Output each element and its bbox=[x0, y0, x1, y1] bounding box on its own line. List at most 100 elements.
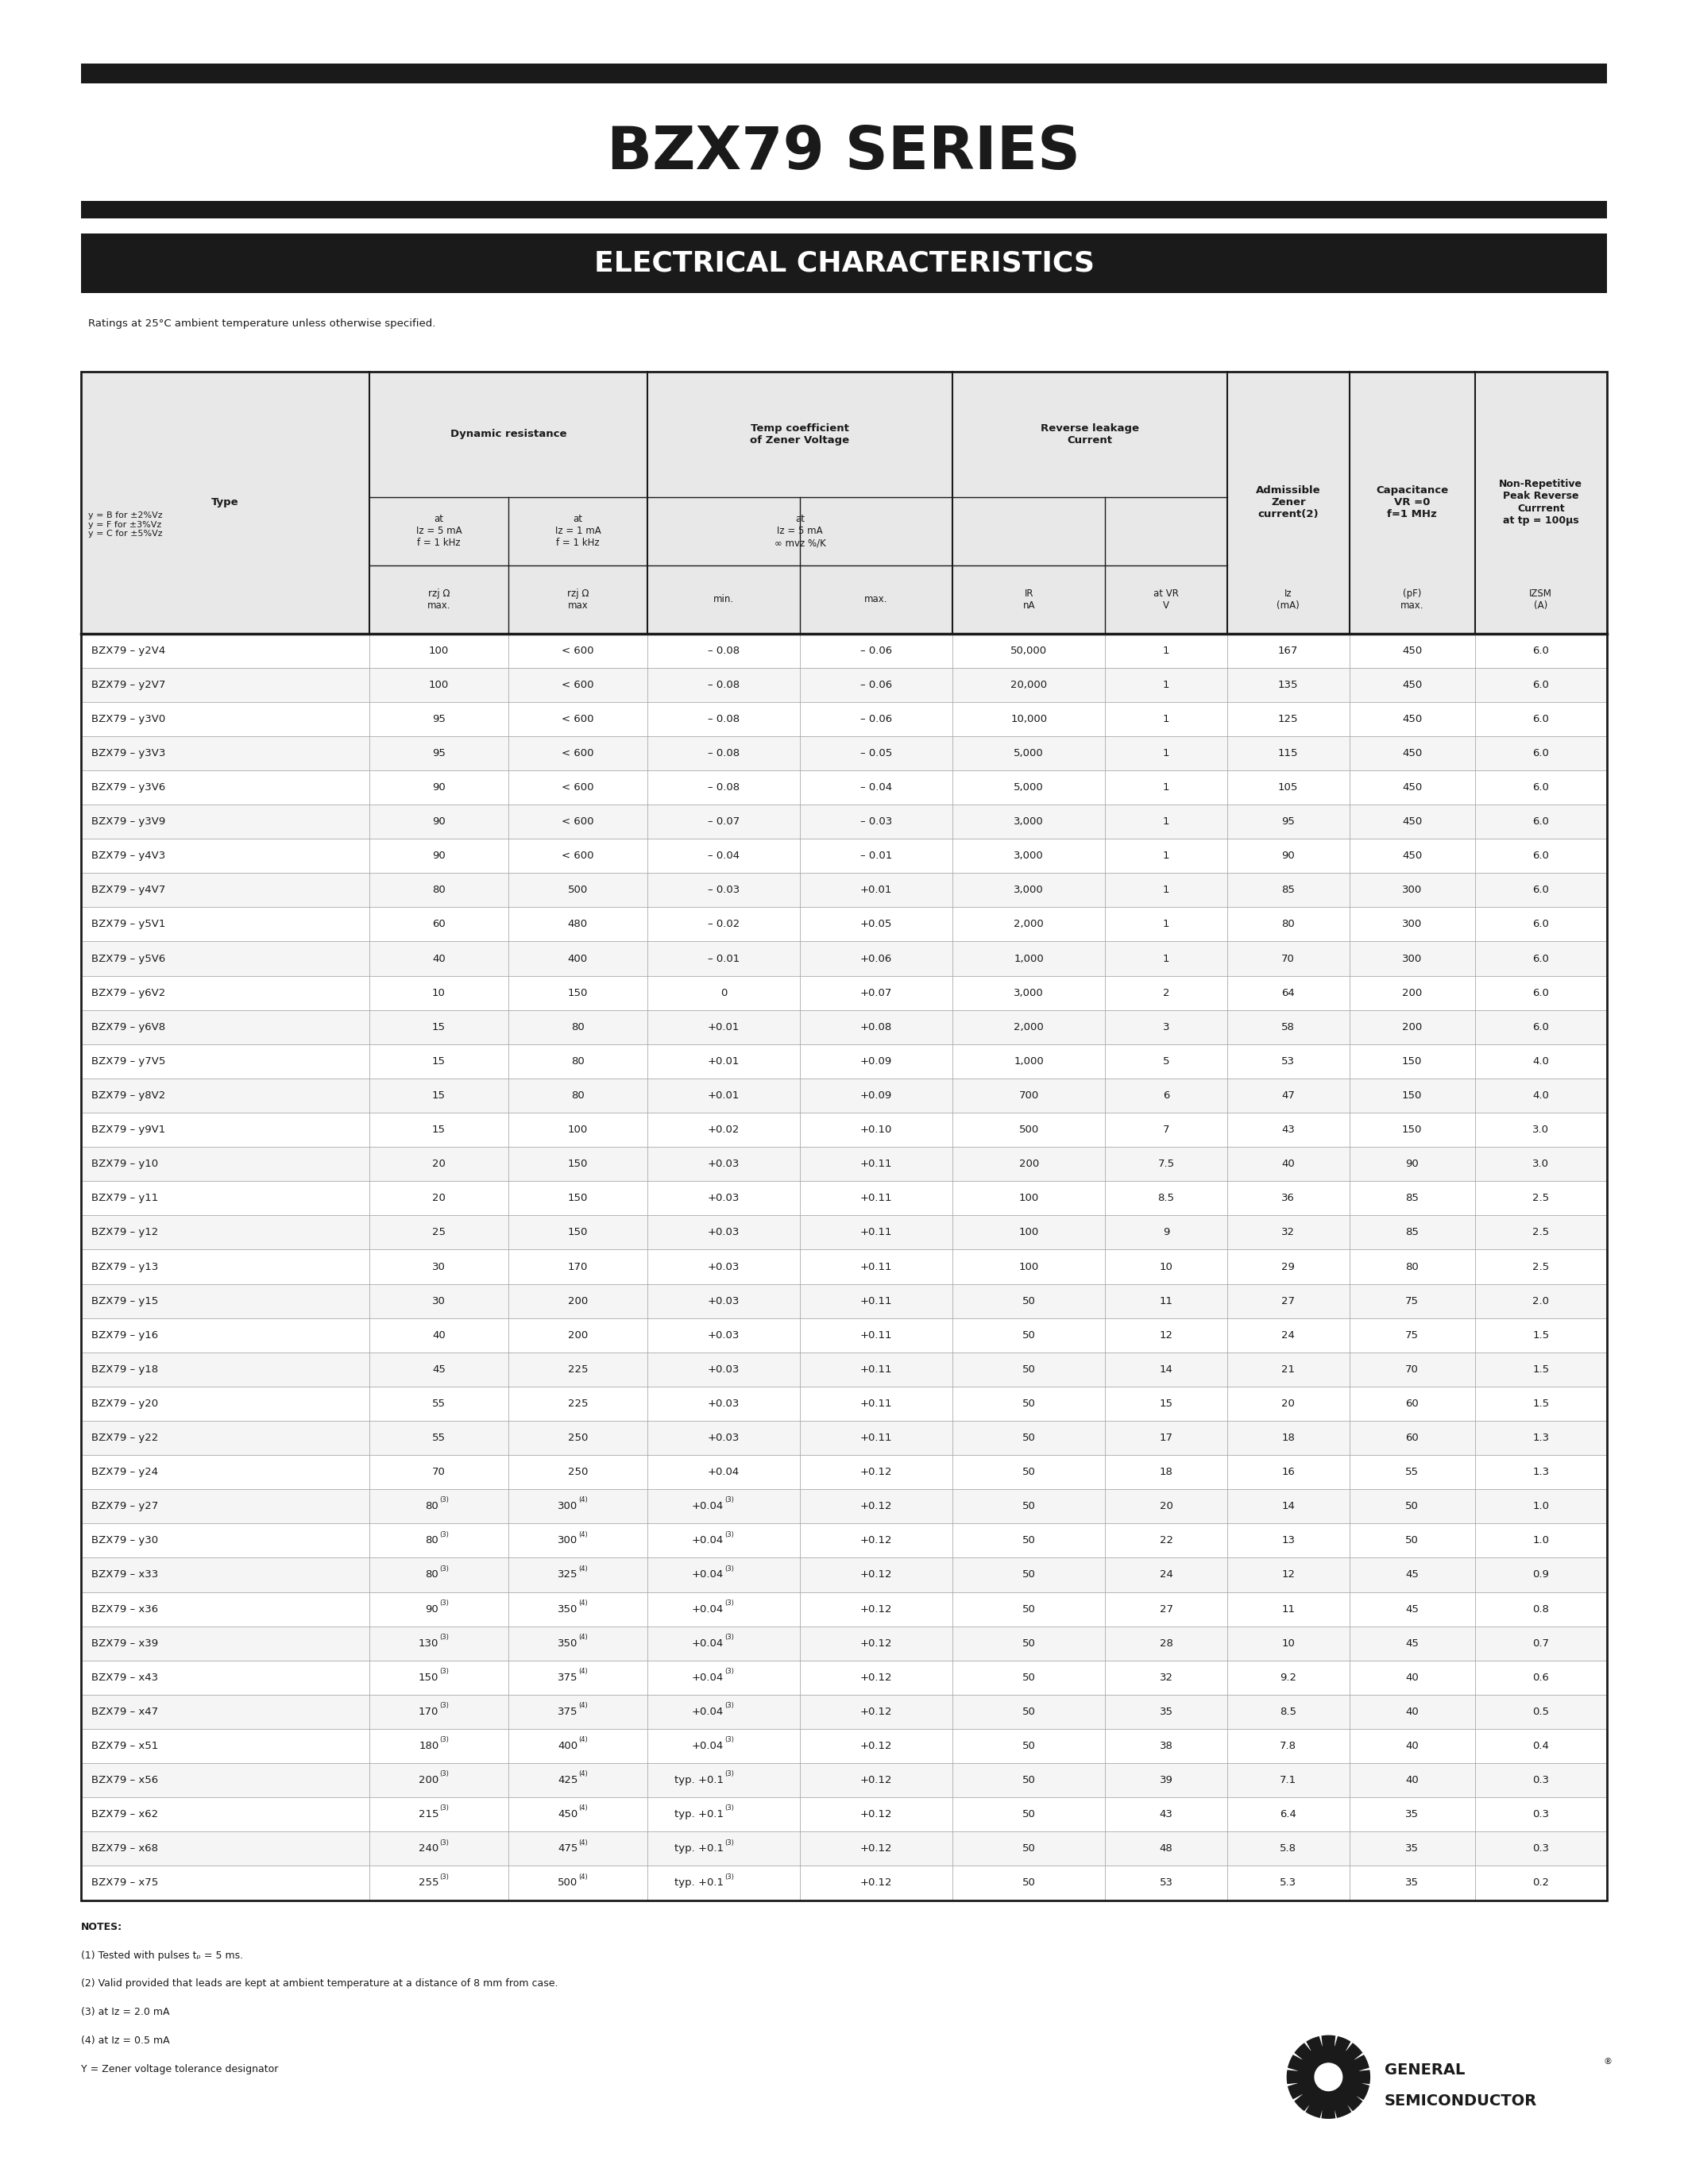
Text: 1.5: 1.5 bbox=[1533, 1330, 1550, 1341]
Text: +0.12: +0.12 bbox=[861, 1673, 893, 1682]
Text: 450: 450 bbox=[1403, 714, 1421, 725]
Text: < 600: < 600 bbox=[562, 852, 594, 860]
Text: 6.0: 6.0 bbox=[1533, 954, 1550, 963]
Text: 21: 21 bbox=[1281, 1365, 1295, 1374]
Text: +0.01: +0.01 bbox=[707, 1022, 739, 1033]
Text: – 0.08: – 0.08 bbox=[707, 782, 739, 793]
Text: +0.12: +0.12 bbox=[861, 1603, 893, 1614]
Text: 55: 55 bbox=[432, 1433, 446, 1444]
Text: (3): (3) bbox=[439, 1566, 449, 1572]
Text: 50: 50 bbox=[1023, 1706, 1035, 1717]
Text: 1,000: 1,000 bbox=[1014, 1057, 1043, 1066]
Text: 450: 450 bbox=[1403, 749, 1421, 758]
Text: 180: 180 bbox=[419, 1741, 439, 1752]
Text: 50: 50 bbox=[1023, 1295, 1035, 1306]
Text: BZX79 SERIES: BZX79 SERIES bbox=[608, 124, 1080, 181]
Text: 95: 95 bbox=[432, 749, 446, 758]
Text: BZX79 – y7V5: BZX79 – y7V5 bbox=[91, 1057, 165, 1066]
Text: +0.09: +0.09 bbox=[861, 1057, 893, 1066]
Text: BZX79 – y5V6: BZX79 – y5V6 bbox=[91, 954, 165, 963]
Text: 90: 90 bbox=[432, 817, 446, 828]
Text: +0.12: +0.12 bbox=[861, 1808, 893, 1819]
Text: 20,000: 20,000 bbox=[1011, 679, 1047, 690]
Text: +0.04: +0.04 bbox=[692, 1570, 724, 1579]
Text: (3): (3) bbox=[439, 1804, 449, 1813]
Text: 64: 64 bbox=[1281, 987, 1295, 998]
Text: 70: 70 bbox=[1281, 954, 1295, 963]
Text: (3): (3) bbox=[439, 1874, 449, 1880]
Text: Iz
(mA): Iz (mA) bbox=[1276, 587, 1300, 609]
Text: (3): (3) bbox=[724, 1531, 734, 1538]
Text: 6.0: 6.0 bbox=[1533, 679, 1550, 690]
Text: 85: 85 bbox=[1406, 1227, 1418, 1238]
Text: +0.04: +0.04 bbox=[692, 1638, 724, 1649]
Text: 43: 43 bbox=[1160, 1808, 1173, 1819]
Text: 3.0: 3.0 bbox=[1533, 1160, 1550, 1168]
Text: (4): (4) bbox=[579, 1634, 587, 1640]
Text: +0.03: +0.03 bbox=[707, 1227, 739, 1238]
Text: 50: 50 bbox=[1023, 1638, 1035, 1649]
Polygon shape bbox=[1288, 2035, 1369, 2118]
Text: 15: 15 bbox=[1160, 1398, 1173, 1409]
Text: (1) Tested with pulses tₚ = 5 ms.: (1) Tested with pulses tₚ = 5 ms. bbox=[81, 1950, 243, 1961]
Text: 27: 27 bbox=[1160, 1603, 1173, 1614]
Text: 32: 32 bbox=[1160, 1673, 1173, 1682]
Text: BZX79 – y4V3: BZX79 – y4V3 bbox=[91, 852, 165, 860]
Text: 1: 1 bbox=[1163, 749, 1170, 758]
Text: 90: 90 bbox=[432, 782, 446, 793]
Text: 35: 35 bbox=[1404, 1808, 1418, 1819]
Text: (3): (3) bbox=[724, 1771, 734, 1778]
Text: 50: 50 bbox=[1023, 1878, 1035, 1889]
Text: 450: 450 bbox=[1403, 817, 1421, 828]
Text: 50: 50 bbox=[1023, 1330, 1035, 1341]
Text: at
Iz = 5 mA
f = 1 kHz: at Iz = 5 mA f = 1 kHz bbox=[415, 513, 461, 548]
Text: 6.0: 6.0 bbox=[1533, 1022, 1550, 1033]
Text: +0.11: +0.11 bbox=[861, 1295, 893, 1306]
Text: 150: 150 bbox=[1403, 1090, 1421, 1101]
Text: BZX79 – y6V2: BZX79 – y6V2 bbox=[91, 987, 165, 998]
Text: 425: 425 bbox=[557, 1776, 577, 1784]
Text: 8.5: 8.5 bbox=[1158, 1192, 1175, 1203]
Text: 9: 9 bbox=[1163, 1227, 1170, 1238]
Text: 60: 60 bbox=[1406, 1433, 1418, 1444]
Text: 14: 14 bbox=[1281, 1500, 1295, 1511]
Text: 50,000: 50,000 bbox=[1011, 644, 1047, 655]
Text: BZX79 – y27: BZX79 – y27 bbox=[91, 1500, 159, 1511]
Text: +0.04: +0.04 bbox=[692, 1706, 724, 1717]
Text: 20: 20 bbox=[432, 1192, 446, 1203]
Text: 15: 15 bbox=[432, 1057, 446, 1066]
Text: at VR
V: at VR V bbox=[1153, 587, 1178, 609]
Text: < 600: < 600 bbox=[562, 782, 594, 793]
Text: < 600: < 600 bbox=[562, 679, 594, 690]
Text: 170: 170 bbox=[567, 1262, 587, 1271]
Text: 90: 90 bbox=[1406, 1160, 1418, 1168]
Text: 0.2: 0.2 bbox=[1533, 1878, 1550, 1889]
Text: (4): (4) bbox=[579, 1804, 587, 1813]
Text: 20: 20 bbox=[1160, 1500, 1173, 1511]
Text: BZX79 – y6V8: BZX79 – y6V8 bbox=[91, 1022, 165, 1033]
Text: 0.9: 0.9 bbox=[1533, 1570, 1550, 1579]
Text: (3): (3) bbox=[439, 1531, 449, 1538]
Text: BZX79 – y3V9: BZX79 – y3V9 bbox=[91, 817, 165, 828]
Text: 500: 500 bbox=[557, 1878, 577, 1889]
Text: 1: 1 bbox=[1163, 885, 1170, 895]
Text: BZX79 – x68: BZX79 – x68 bbox=[91, 1843, 159, 1854]
Text: 7: 7 bbox=[1163, 1125, 1170, 1136]
Text: 3,000: 3,000 bbox=[1014, 817, 1043, 828]
Text: 2.0: 2.0 bbox=[1533, 1295, 1550, 1306]
Text: (pF)
max.: (pF) max. bbox=[1401, 587, 1423, 609]
Text: +0.12: +0.12 bbox=[861, 1706, 893, 1717]
Text: 50: 50 bbox=[1023, 1603, 1035, 1614]
Text: 1.5: 1.5 bbox=[1533, 1365, 1550, 1374]
Text: 167: 167 bbox=[1278, 644, 1298, 655]
Text: 11: 11 bbox=[1160, 1295, 1173, 1306]
Text: 1: 1 bbox=[1163, 644, 1170, 655]
Text: 48: 48 bbox=[1160, 1843, 1173, 1854]
Text: +0.11: +0.11 bbox=[861, 1433, 893, 1444]
Text: (4): (4) bbox=[579, 1839, 587, 1845]
Text: 6.0: 6.0 bbox=[1533, 817, 1550, 828]
Text: +0.01: +0.01 bbox=[707, 1090, 739, 1101]
Text: 28: 28 bbox=[1160, 1638, 1173, 1649]
Text: 50: 50 bbox=[1023, 1468, 1035, 1476]
Text: (3): (3) bbox=[724, 1701, 734, 1710]
